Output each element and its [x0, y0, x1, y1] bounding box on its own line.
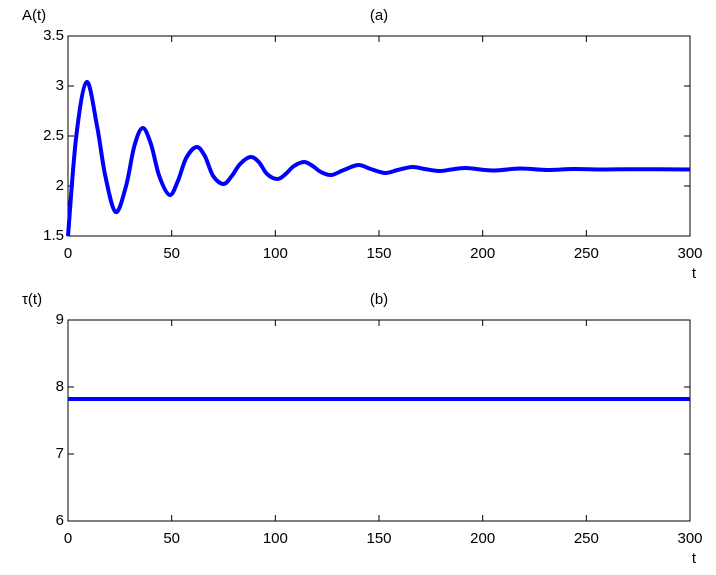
y-tick-label: 3.5 [43, 27, 64, 44]
chart-title: (a) [370, 7, 388, 24]
x-tick-label: 50 [163, 245, 180, 262]
axes-frame [67, 35, 691, 237]
data-line [66, 79, 691, 237]
x-tick-label: 0 [64, 245, 72, 262]
x-tick-label: 200 [470, 245, 495, 262]
x-tick-label: 0 [64, 530, 72, 547]
x-tick-label: 100 [263, 530, 288, 547]
x-tick-label: 300 [677, 245, 702, 262]
axes-frame [67, 319, 691, 522]
chart-title: (b) [370, 291, 388, 308]
x-tick-label: 250 [574, 245, 599, 262]
y-tick-label: 2.5 [43, 127, 64, 144]
x-axis-label: t [692, 550, 697, 567]
x-tick-label: 50 [163, 530, 180, 547]
x-tick-label: 150 [366, 245, 391, 262]
x-tick-label: 250 [574, 530, 599, 547]
y-tick-label: 7 [56, 445, 64, 462]
y-axis-label: τ(t) [22, 291, 42, 308]
y-tick-label: 1.5 [43, 227, 64, 244]
y-tick-label: 6 [56, 512, 64, 529]
y-tick-label: 2 [56, 177, 64, 194]
x-axis-label: t [692, 265, 697, 282]
x-tick-label: 100 [263, 245, 288, 262]
x-tick-label: 200 [470, 530, 495, 547]
y-tick-label: 9 [56, 311, 64, 328]
x-tick-label: 300 [677, 530, 702, 547]
y-tick-label: 3 [56, 77, 64, 94]
y-axis-label: A(t) [22, 7, 46, 24]
x-tick-label: 150 [366, 530, 391, 547]
y-tick-label: 8 [56, 378, 64, 395]
